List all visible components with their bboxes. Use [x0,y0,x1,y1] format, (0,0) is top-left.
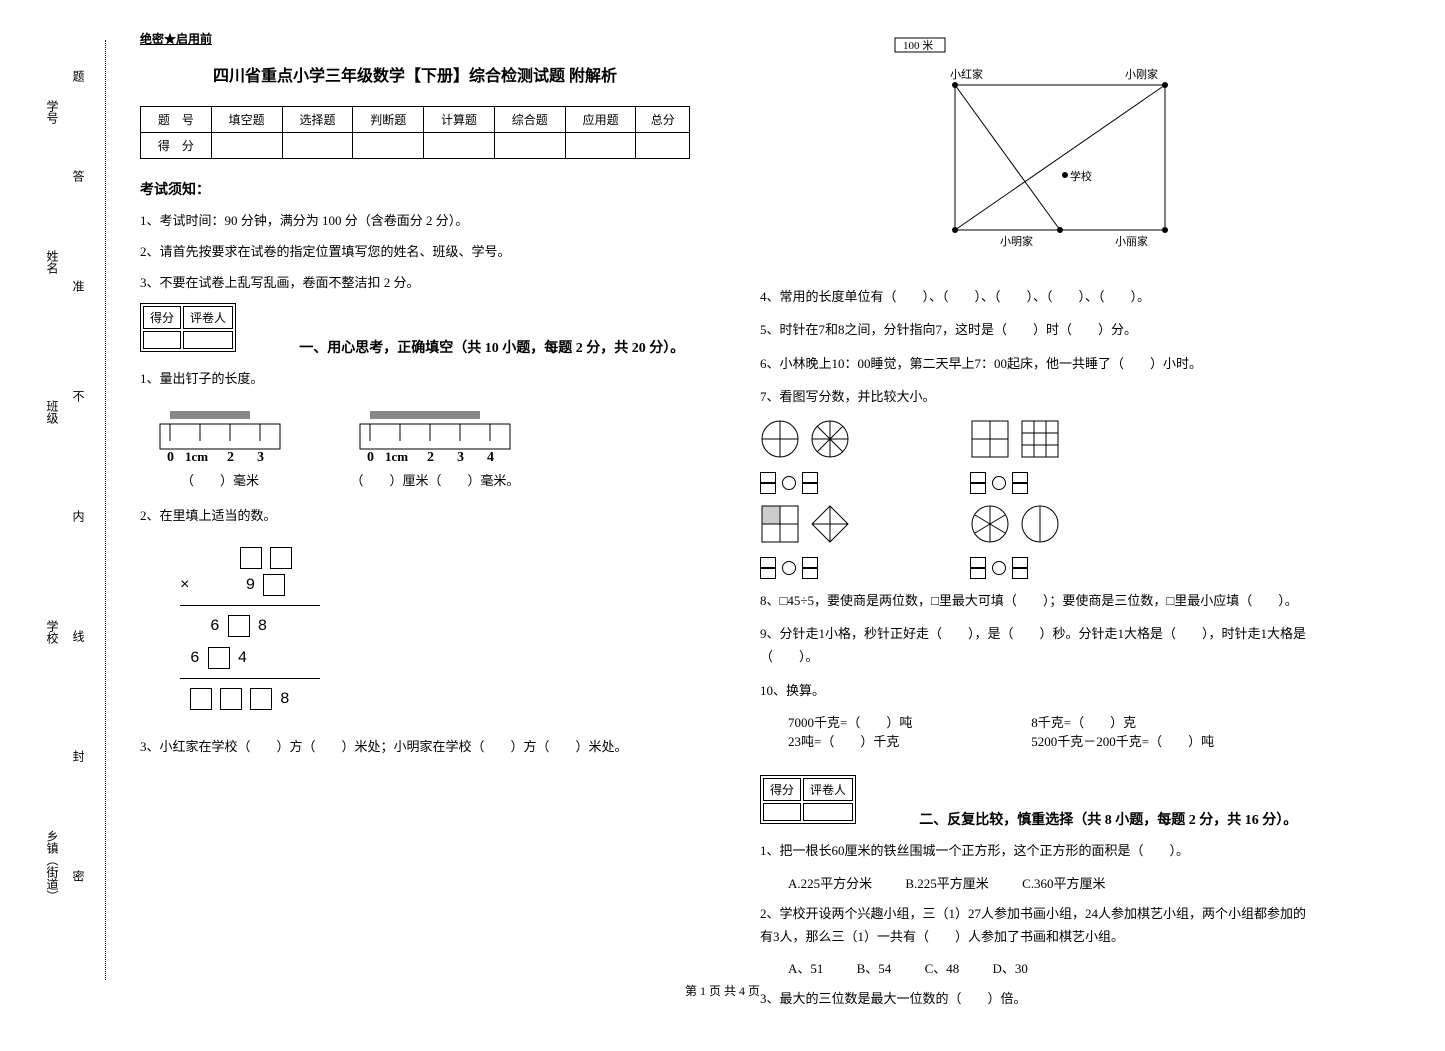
map-xg: 小刚家 [1125,67,1158,81]
ruler-2: 0 1cm 2 3 4 （ ）厘米（ ）毫米。 [340,406,530,489]
svg-text:3: 3 [257,450,264,465]
shapes-row1b [970,419,1070,464]
right-column: 100 米 小红家 小刚家 学校 小明家 小丽家 4、常用的长度单位有（ ）、（… [740,30,1330,1021]
map-scale: 100 米 [903,39,933,52]
notice-title: 考试须知： [140,179,690,199]
q10-line2: 23吨=（ ）千克 5200千克－200千克=（ ）吨 [788,731,1310,750]
q8: 8、□45÷5，要使商是两位数，□里最大可填（ ）；要使商是三位数，□里最小应填… [760,589,1310,612]
map-xl: 小丽家 [1115,234,1148,248]
notice-item: 2、请首先按要求在试卷的指定位置填写您的姓名、班级、学号。 [140,242,690,263]
ruler-1: 0 1cm 2 3 （ ）毫米 [140,406,300,489]
seal-char-7: 题 [70,70,87,82]
q2: 2、在里填上适当的数。 [140,504,690,527]
svg-text:0: 0 [167,450,174,465]
label-id: 学号 [44,100,61,124]
s2-q2-opts: A、51 B、54 C、48 D、30 [788,958,1310,977]
digit-9: 9 [246,569,256,601]
svg-text:2: 2 [427,450,434,465]
shapes-row1a [760,419,860,464]
s2-q1-opts: A.225平方分米 B.225平方厘米 C.360平方厘米 [788,873,1310,892]
seal-char-4: 不 [70,390,87,402]
th-comp: 综合题 [494,107,565,133]
seal-char-6: 答 [70,170,87,182]
score-summary-table: 题 号 填空题 选择题 判断题 计算题 综合题 应用题 总分 得 分 [140,106,690,159]
multiplication-problem: ×9 68 64 8 [180,547,650,715]
th-choice: 选择题 [282,107,353,133]
s2-q2: 2、学校开设两个兴趣小组，三（1）27人参加书画小组，24人参加棋艺小组，两个小… [760,902,1310,949]
label-class: 班级 [44,400,61,424]
left-column: 绝密★启用前 四川省重点小学三年级数学【下册】综合检测试题 附解析 题 号 填空… [120,30,710,1021]
section2-title: 二、反复比较，慎重选择（共 8 小题，每题 2 分，共 16 分）。 [919,813,1297,828]
score-label: 得分 [763,778,801,801]
fraction-shapes [760,419,1310,579]
q10-line1: 7000千克=（ ）吨 8千克=（ ）克 [788,712,1310,731]
digit-4: 4 [238,642,248,674]
q7: 7、看图写分数，并比较大小。 [760,385,1310,408]
map-xx: 学校 [1070,169,1092,183]
seal-char-0: 密 [70,870,87,882]
th-calc: 计算题 [424,107,495,133]
page-footer: 第 1 页 共 4 页 [0,982,1445,999]
q6: 6、小林晚上10：00睡觉，第二天早上7：00起床，他一共睡了（ ）小时。 [760,352,1310,375]
q1: 1、量出钉子的长度。 [140,367,690,390]
table-row: 得 分 [141,133,690,159]
dotted-seal-line [105,40,106,980]
notice-item: 3、不要在试卷上乱写乱画，卷面不整洁扣 2 分。 [140,273,690,294]
seal-char-2: 线 [70,630,87,642]
confidential-label: 绝密★启用前 [140,30,690,47]
digit-8a: 8 [258,610,268,642]
svg-text:1cm: 1cm [385,449,408,464]
q10: 10、换算。 [760,679,1310,702]
th-fill: 填空题 [211,107,282,133]
th-judge: 判断题 [353,107,424,133]
q4: 4、常用的长度单位有（ ）、（ ）、（ ）、（ ）、（ ）。 [760,285,1310,308]
q3: 3、小红家在学校（ ）方（ ）米处；小明家在学校（ ）方（ ）米处。 [140,735,690,758]
label-township: 乡镇（街道） [44,830,61,902]
map-xm: 小明家 [1000,234,1033,248]
shapes-row2b [970,504,1070,549]
q5: 5、时针在7和8之间，分针指向7，这时是（ ）时（ ）分。 [760,318,1310,341]
td-score: 得 分 [141,133,212,159]
seal-char-5: 准 [70,280,87,292]
table-row: 题 号 填空题 选择题 判断题 计算题 综合题 应用题 总分 [141,107,690,133]
map-xh: 小红家 [950,67,983,81]
svg-text:1cm: 1cm [185,449,208,464]
mult-sign: × [180,569,190,601]
q1-blank-1: （ ）毫米 [140,470,300,489]
svg-text:0: 0 [367,450,374,465]
th-app: 应用题 [565,107,636,133]
seal-char-1: 封 [70,750,87,762]
exam-title: 四川省重点小学三年级数学【下册】综合检测试题 附解析 [140,62,690,86]
notice-item: 1、考试时间：90 分钟，满分为 100 分（含卷面分 2 分）。 [140,211,690,232]
score-marker-box: 得分 评卷人 [140,303,236,352]
digit-6b: 6 [190,642,200,674]
seal-char-3: 内 [70,510,87,522]
s2-q1: 1、把一根长60厘米的铁丝围城一个正方形，这个正方形的面积是（ ）。 [760,839,1310,862]
digit-8b: 8 [280,683,290,715]
section1-title: 一、用心思考，正确填空（共 10 小题，每题 2 分，共 20 分）。 [299,341,684,356]
score-marker-box-2: 得分 评卷人 [760,775,856,824]
q1-blank-2: （ ）厘米（ ）毫米。 [340,470,530,489]
label-name: 姓名 [44,250,61,274]
page-container: 绝密★启用前 四川省重点小学三年级数学【下册】综合检测试题 附解析 题 号 填空… [0,0,1445,1051]
label-school: 学校 [44,620,61,644]
grader-label: 评卷人 [803,778,853,801]
section1-header: 得分 评卷人 一、用心思考，正确填空（共 10 小题，每题 2 分，共 20 分… [140,303,690,357]
th-num: 题 号 [141,107,212,133]
section2-header: 得分 评卷人 二、反复比较，慎重选择（共 8 小题，每题 2 分，共 16 分）… [760,775,1310,829]
score-label: 得分 [143,306,181,329]
ruler-container: 0 1cm 2 3 （ ）毫米 0 1cm [140,406,690,489]
ruler-svg-2: 0 1cm 2 3 4 [340,406,530,466]
digit-6a: 6 [210,610,220,642]
ruler-svg-1: 0 1cm 2 3 [140,406,300,466]
school-map: 100 米 小红家 小刚家 学校 小明家 小丽家 [855,30,1215,270]
svg-text:2: 2 [227,450,234,465]
th-total: 总分 [636,107,690,133]
svg-text:3: 3 [457,450,464,465]
binding-edge [30,20,85,960]
grader-label: 评卷人 [183,306,233,329]
shapes-row2a [760,504,860,549]
q9: 9、分针走1小格，秒针正好走（ ），是（ ）秒。分针走1大格是（ ），时针走1大… [760,622,1310,669]
svg-text:4: 4 [487,450,494,465]
